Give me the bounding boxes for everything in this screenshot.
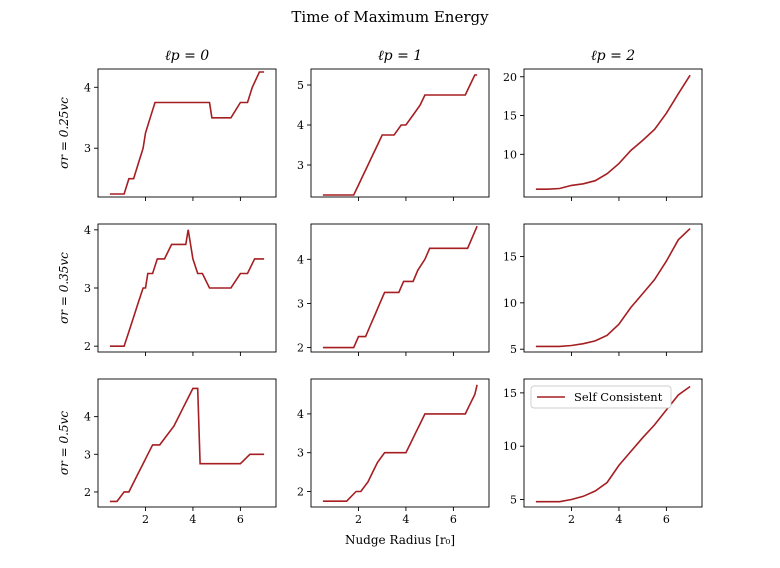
subplot-1-2: 5 10 15 [503,223,703,356]
y-axis-label: σr = 0.25vc [57,97,71,169]
subplot-0-2: ℓp = 2 10 15 20 [503,48,703,201]
x-tick-label: 6 [663,513,670,526]
series-line [109,387,265,503]
y-tick-label: 3 [84,282,91,295]
subplot-2-2: 5 10 15 2 4 6 Self Consistent [503,378,703,526]
axes-frame [523,223,703,353]
y-tick-label: 3 [297,297,304,310]
y-tick-label: 4 [297,119,304,132]
legend-box [530,385,672,409]
axes-frame [97,378,277,508]
y-tick-label: 3 [84,142,91,155]
y-tick-label: 10 [503,440,517,453]
axes-frame [97,223,277,353]
y-tick-label: 15 [503,250,517,263]
legend-label: Self Consistent [574,390,663,404]
y-tick-label: 4 [84,81,91,94]
series-line [322,225,478,349]
x-tick-label: 4 [189,513,196,526]
series-line [109,229,265,348]
series-line [535,385,691,503]
series-line [322,384,478,503]
y-tick-label: 10 [503,297,517,310]
subplot-grid: ℓp = 0 σr = 0.25vc 3 4 ℓp = 1 3 4 5 ℓp = 2 10 15 20… [57,48,703,526]
y-tick-label: 4 [297,253,304,266]
x-tick-label: 2 [355,513,362,526]
y-tick-label: 5 [297,79,304,92]
y-tick-label: 2 [297,342,304,355]
y-axis-label: σr = 0.5vc [57,411,71,475]
y-tick-label: 4 [84,411,91,424]
column-title: ℓp = 0 [165,48,209,64]
subplot-1-1: 2 3 4 [297,223,490,356]
axes-frame [310,223,490,353]
x-tick-label: 6 [450,513,457,526]
axes-frame [523,68,703,198]
series-line [535,228,691,348]
subplot-2-0: σr = 0.5vc 2 3 4 2 4 6 [57,378,277,526]
y-tick-label: 20 [503,71,517,84]
y-axis-label: σr = 0.35vc [57,252,71,324]
series-line [109,71,265,195]
y-tick-label: 5 [510,494,517,507]
x-tick-label: 2 [568,513,575,526]
series-line [535,74,691,190]
y-tick-label: 3 [297,159,304,172]
subplot-0-1: ℓp = 1 3 4 5 [297,48,490,201]
x-tick-label: 6 [237,513,244,526]
series-line [322,74,478,196]
axes-frame [97,68,277,198]
column-title: ℓp = 2 [591,48,635,64]
y-tick-label: 3 [84,448,91,461]
y-tick-label: 15 [503,110,517,123]
x-tick-label: 2 [142,513,149,526]
axes-frame [310,378,490,508]
x-tick-label: 4 [615,513,622,526]
y-tick-label: 3 [297,447,304,460]
subplot-0-0: ℓp = 0 σr = 0.25vc 3 4 [57,48,277,201]
column-title: ℓp = 1 [378,48,422,64]
axes-frame [310,68,490,198]
y-tick-label: 15 [503,387,517,400]
subplot-1-0: σr = 0.35vc 2 3 4 [57,223,277,356]
x-tick-label: 4 [402,513,409,526]
y-tick-label: 4 [84,224,91,237]
axes-frame [523,378,703,508]
figure-title: Time of Maximum Energy [291,8,489,26]
subplot-2-1: 2 3 4 2 4 6 [297,378,490,526]
y-tick-label: 10 [503,148,517,161]
x-axis-label: Nudge Radius [r₀] [345,533,455,547]
y-tick-label: 2 [84,340,91,353]
y-tick-label: 2 [297,485,304,498]
y-tick-label: 4 [297,408,304,421]
y-tick-label: 5 [510,343,517,356]
legend: Self Consistent [530,385,672,409]
y-tick-label: 2 [84,486,91,499]
